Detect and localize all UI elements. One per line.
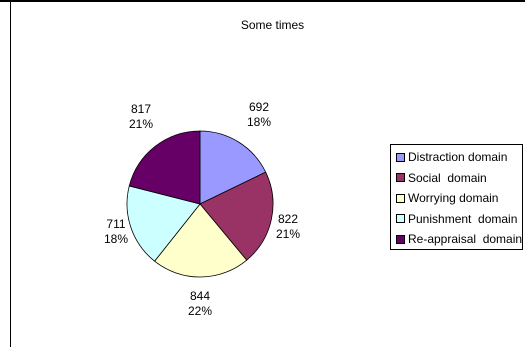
value-label-punishment-domain: 711 xyxy=(106,217,125,231)
percent-label-worrying-domain: 22% xyxy=(188,304,212,318)
legend-swatch xyxy=(396,234,405,244)
value-label-social-domain: 822 xyxy=(278,212,298,226)
pie-slice-worrying-domain xyxy=(154,203,248,278)
frame-top-border xyxy=(0,0,525,2)
legend-swatch xyxy=(396,152,405,162)
legend-label: Re-appraisal domain xyxy=(408,232,523,246)
legend-swatch xyxy=(396,173,405,182)
legend-label: Worrying domain xyxy=(408,191,499,205)
percent-label-social-domain: 21% xyxy=(276,227,300,241)
percent-label-re-appraisal-domain: 21% xyxy=(129,117,153,131)
legend-swatch xyxy=(396,193,405,203)
chart-title: Some times xyxy=(240,18,305,32)
legend-label: Punishment domain xyxy=(408,211,518,226)
pie-slice-punishment-domain xyxy=(126,185,201,262)
pie-slice-distraction-domain xyxy=(199,130,267,205)
legend: Distraction domain Social domain Worrying … xyxy=(390,144,523,250)
percent-label-punishment-domain: 18% xyxy=(104,232,128,246)
percent-label-distraction-domain: 18% xyxy=(247,115,271,129)
legend-entry-re-appraisal-domain: Re-appraisal domain xyxy=(396,231,522,247)
value-label-distraction-domain: 692 xyxy=(249,100,269,114)
frame-left-border xyxy=(10,0,11,347)
pie-slice-social-domain xyxy=(199,171,274,261)
legend-entry-social-domain: Social domain xyxy=(396,170,487,186)
legend-entry-worrying-domain: Worrying domain xyxy=(396,190,498,206)
value-label-re-appraisal-domain: 817 xyxy=(131,102,151,116)
legend-label: Social domain xyxy=(408,170,487,185)
value-label-worrying-domain: 844 xyxy=(190,289,210,303)
legend-label: Distraction domain xyxy=(408,150,508,164)
legend-entry-distraction-domain: Distraction domain xyxy=(396,149,507,165)
legend-swatch xyxy=(396,214,405,223)
legend-entry-punishment-domain: Punishment domain xyxy=(396,211,517,227)
pie-slice-re-appraisal-domain xyxy=(128,130,201,205)
